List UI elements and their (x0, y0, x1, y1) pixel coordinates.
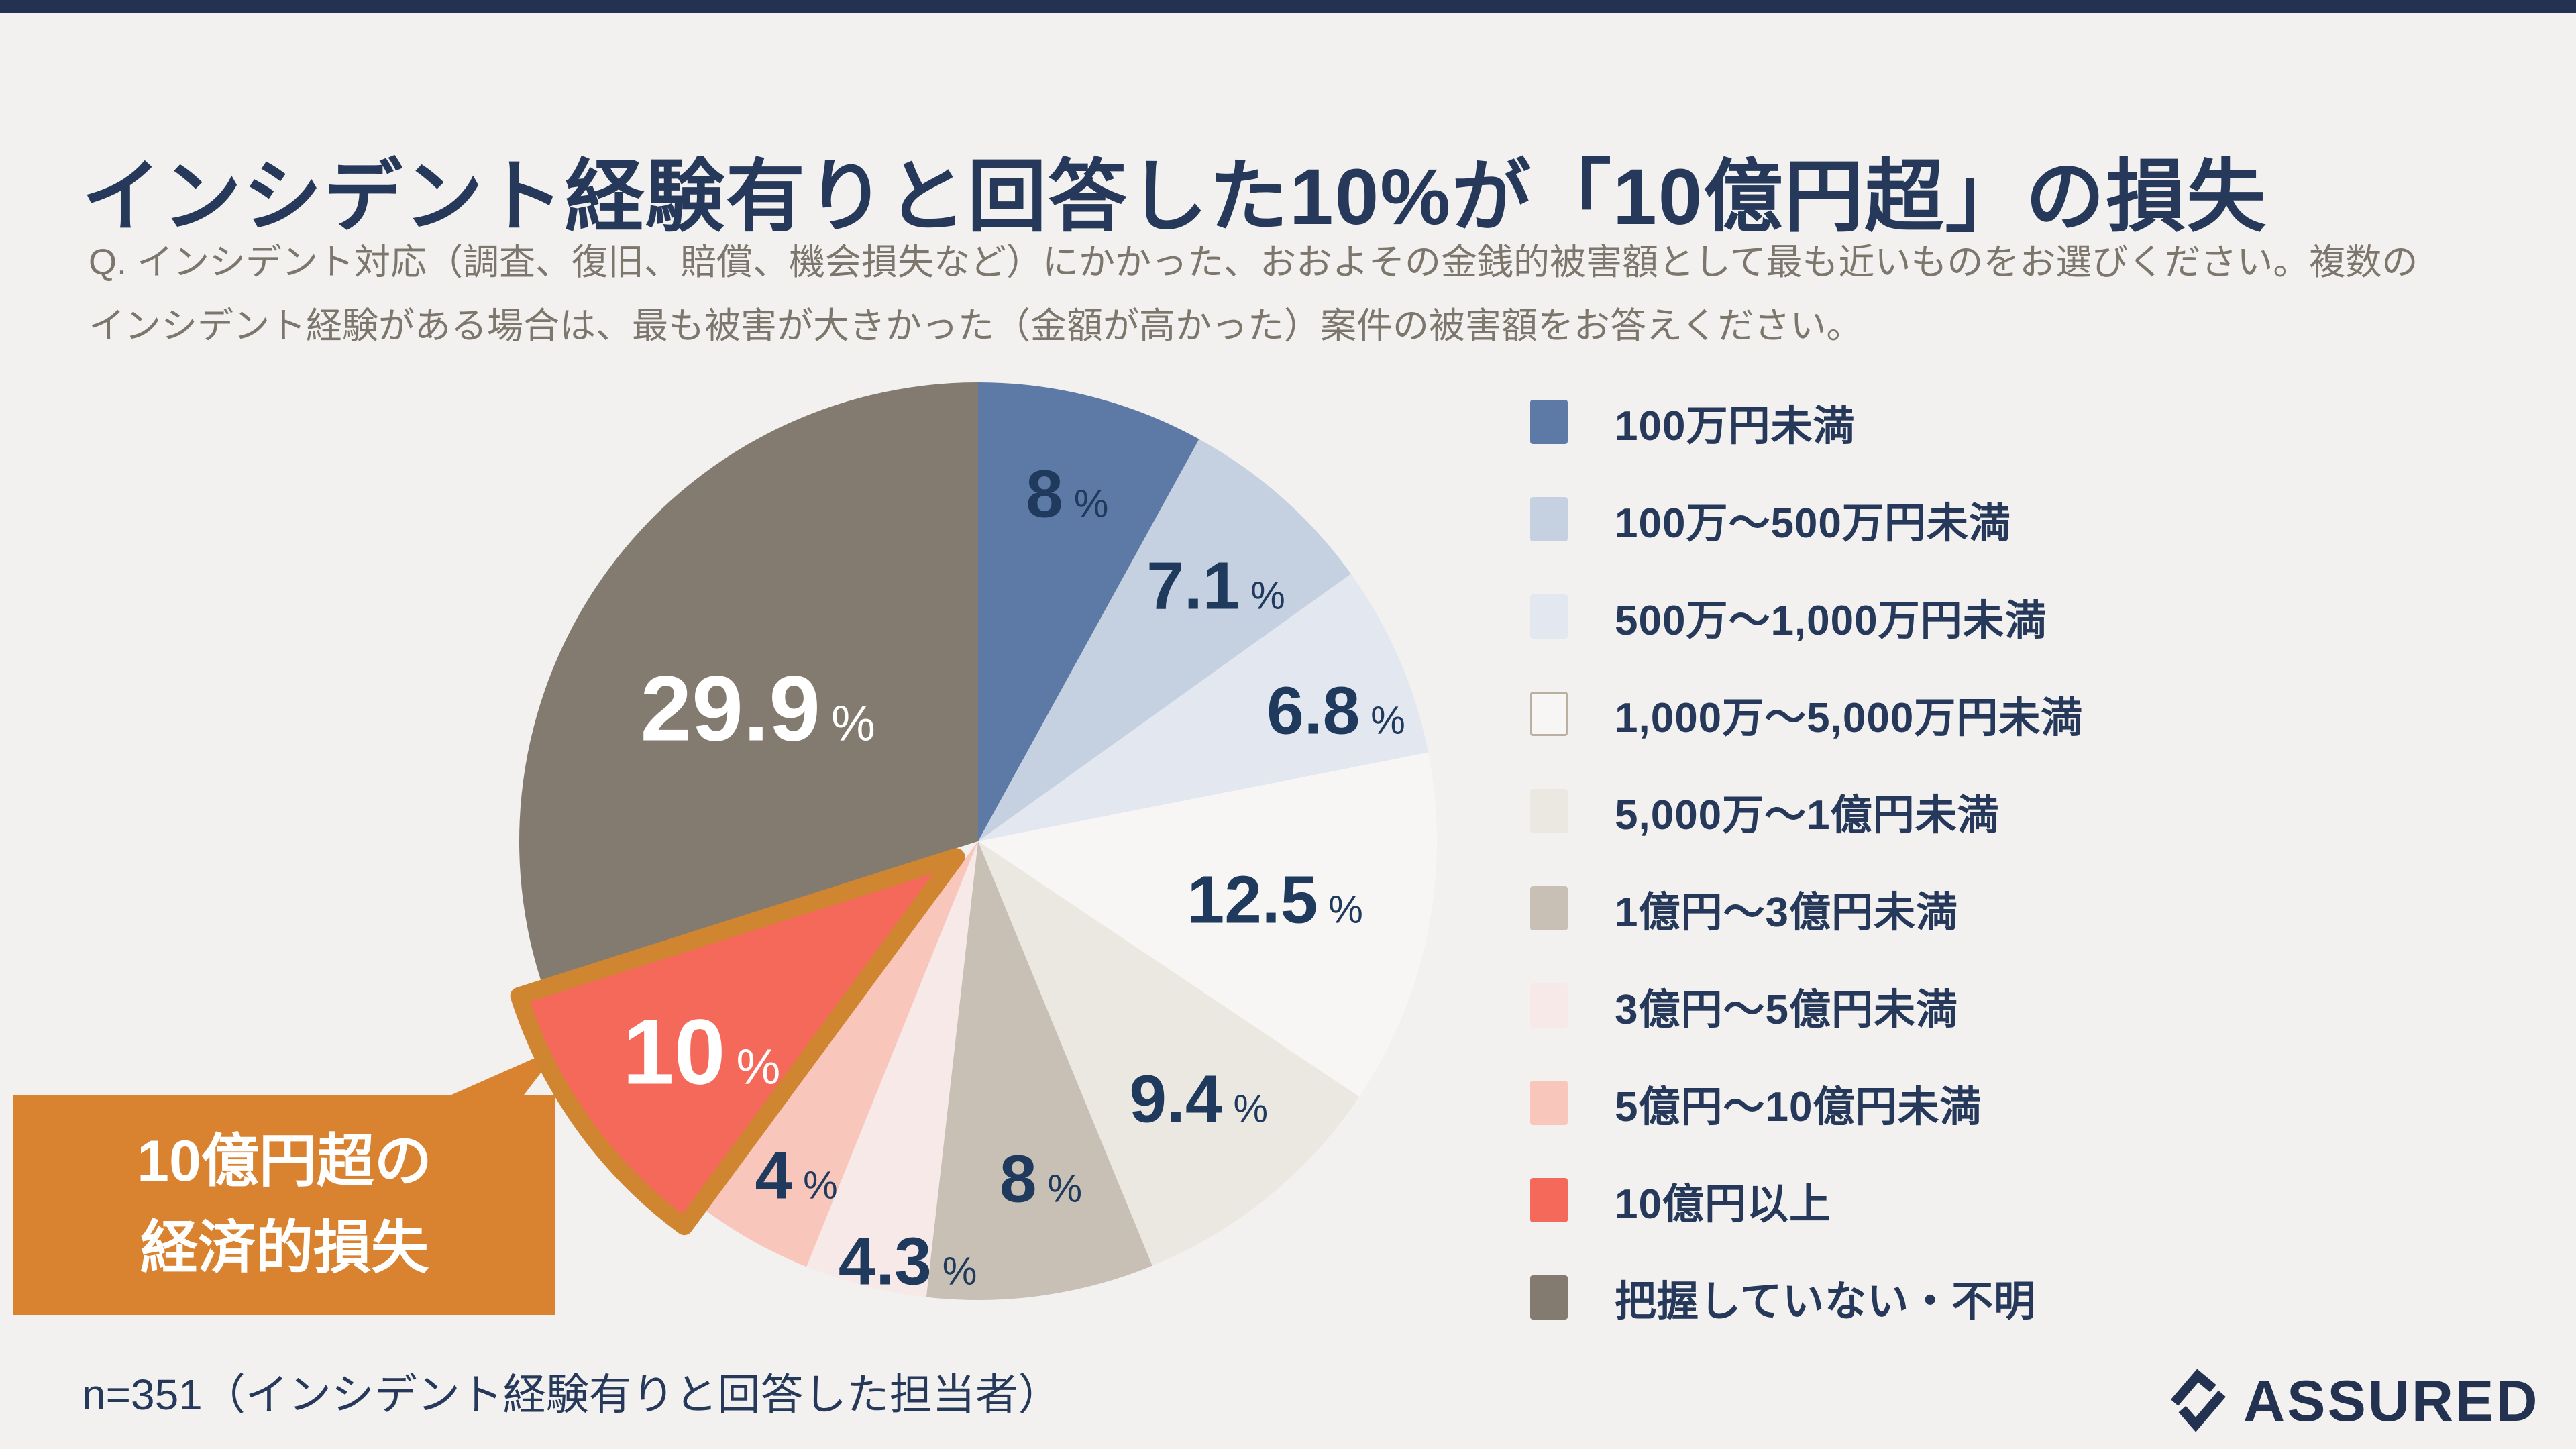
pie-label-1: 7.1% (1146, 547, 1285, 625)
pie-label-unit: % (1328, 888, 1363, 932)
pie-label-value: 12.5 (1187, 862, 1318, 938)
pie-label-unit: % (1073, 482, 1109, 526)
legend-label: 100万円未満 (1615, 402, 1856, 449)
legend-label: 100万〜500万円未満 (1615, 500, 2011, 547)
legend-label: 5,000万〜1億円未満 (1615, 792, 2000, 839)
legend-label: 1億円〜3億円未満 (1615, 889, 1958, 936)
pie-slice-0 (978, 382, 1199, 841)
legend-swatch (1530, 1177, 1568, 1222)
pie-label-unit: % (942, 1249, 977, 1293)
pie-slice-7 (706, 841, 978, 1267)
pie-slice-8 (510, 848, 965, 1236)
assured-logo-icon (2170, 1369, 2226, 1432)
pie-slice-1 (978, 439, 1351, 841)
pie-label-value: 4.3 (838, 1224, 932, 1299)
legend-item-2: 500万〜1,000万円未満 (1530, 568, 2083, 665)
pie-label-value: 7.1 (1146, 548, 1240, 624)
pie-slice-2 (978, 574, 1429, 841)
legend-item-8: 10億円以上 (1530, 1151, 2083, 1248)
pie-label-unit: % (1047, 1167, 1083, 1211)
pie-label-6: 4.3% (839, 1224, 977, 1301)
pie-label-value: 6.8 (1267, 673, 1360, 749)
legend-label: 3億円〜5億円未満 (1615, 986, 1958, 1033)
legend-swatch (1530, 496, 1568, 541)
pie-label-7: 4% (755, 1137, 837, 1214)
legend-swatch (1530, 691, 1568, 736)
legend-swatch (1530, 1275, 1568, 1320)
legend-swatch (1530, 399, 1568, 444)
pie-label-8: 10% (623, 999, 780, 1106)
pie-label-unit: % (1233, 1087, 1269, 1131)
pie-slice-3 (978, 752, 1437, 1097)
pie-label-value: 8 (1026, 456, 1063, 532)
chart-legend: 100万円未満 100万〜500万円未満 500万〜1,000万円未満 1,000万〜… (1530, 373, 2083, 1346)
top-accent-bar (0, 0, 2576, 13)
legend-swatch (1530, 594, 1568, 639)
legend-item-7: 5億円〜10億円未満 (1530, 1054, 2083, 1151)
page-title: インシデント経験有りと回答した10%が「10億円超」の損失 (82, 153, 2267, 242)
pie-slice-5 (926, 841, 1152, 1300)
legend-label: 500万〜1,000万円未満 (1615, 597, 2047, 644)
legend-swatch (1530, 983, 1568, 1028)
pie-label-value: 29.9 (640, 657, 821, 761)
pie-label-value: 8 (999, 1141, 1037, 1217)
pie-label-5: 8% (1000, 1141, 1082, 1218)
assured-logo-text: ASSURED (2243, 1368, 2540, 1434)
pie-label-unit: % (1371, 698, 1405, 743)
pie-label-2: 6.8% (1267, 672, 1405, 749)
pie-label-unit: % (803, 1163, 838, 1208)
legend-swatch (1530, 885, 1568, 930)
legend-item-6: 3億円〜5億円未満 (1530, 957, 2083, 1054)
pie-slice-9 (519, 382, 978, 981)
callout-line-1: 10億円超の (137, 1129, 432, 1193)
legend-item-4: 5,000万〜1億円未満 (1530, 762, 2083, 859)
pie-label-value: 10 (622, 1000, 726, 1104)
survey-question-text: Q. インシデント対応（調査、復旧、賠償、機会損失など）にかかった、おおよその金… (89, 242, 2418, 346)
callout-tail (439, 1046, 561, 1103)
legend-label: 把握していない・不明 (1615, 1278, 2037, 1325)
pie-label-unit: % (736, 1038, 781, 1095)
pie-label-4: 9.4% (1129, 1061, 1268, 1138)
legend-item-9: 把握していない・不明 (1530, 1248, 2083, 1346)
sample-size-note: n=351（インシデント経験有りと回答した担当者） (82, 1371, 1061, 1419)
callout-line-2: 経済的損失 (140, 1216, 429, 1280)
legend-label: 1,000万〜5,000万円未満 (1615, 694, 2084, 741)
pie-label-0: 8% (1026, 456, 1108, 533)
pie-label-unit: % (831, 695, 875, 751)
legend-item-0: 100万円未満 (1530, 373, 2083, 470)
pie-slice-4 (978, 841, 1360, 1266)
legend-label: 5億円〜10億円未満 (1615, 1083, 1982, 1130)
legend-item-3: 1,000万〜5,000万円未満 (1530, 665, 2083, 762)
legend-swatch (1530, 1080, 1568, 1125)
assured-logo: ASSURED (2165, 1364, 2540, 1438)
pie-label-9: 29.9% (640, 655, 875, 762)
pie-slice-6 (806, 841, 978, 1297)
pie-label-unit: % (1250, 574, 1285, 618)
legend-item-5: 1億円〜3億円未満 (1530, 859, 2083, 957)
pie-label-3: 12.5% (1187, 862, 1363, 939)
legend-label: 10億円以上 (1615, 1181, 1831, 1228)
legend-swatch (1530, 788, 1568, 833)
pie-label-value: 9.4 (1129, 1061, 1223, 1137)
pie-label-value: 4 (755, 1138, 793, 1214)
highlight-callout: 10億円超の 経済的損失 (13, 1095, 555, 1315)
legend-item-1: 100万〜500万円未満 (1530, 470, 2083, 568)
